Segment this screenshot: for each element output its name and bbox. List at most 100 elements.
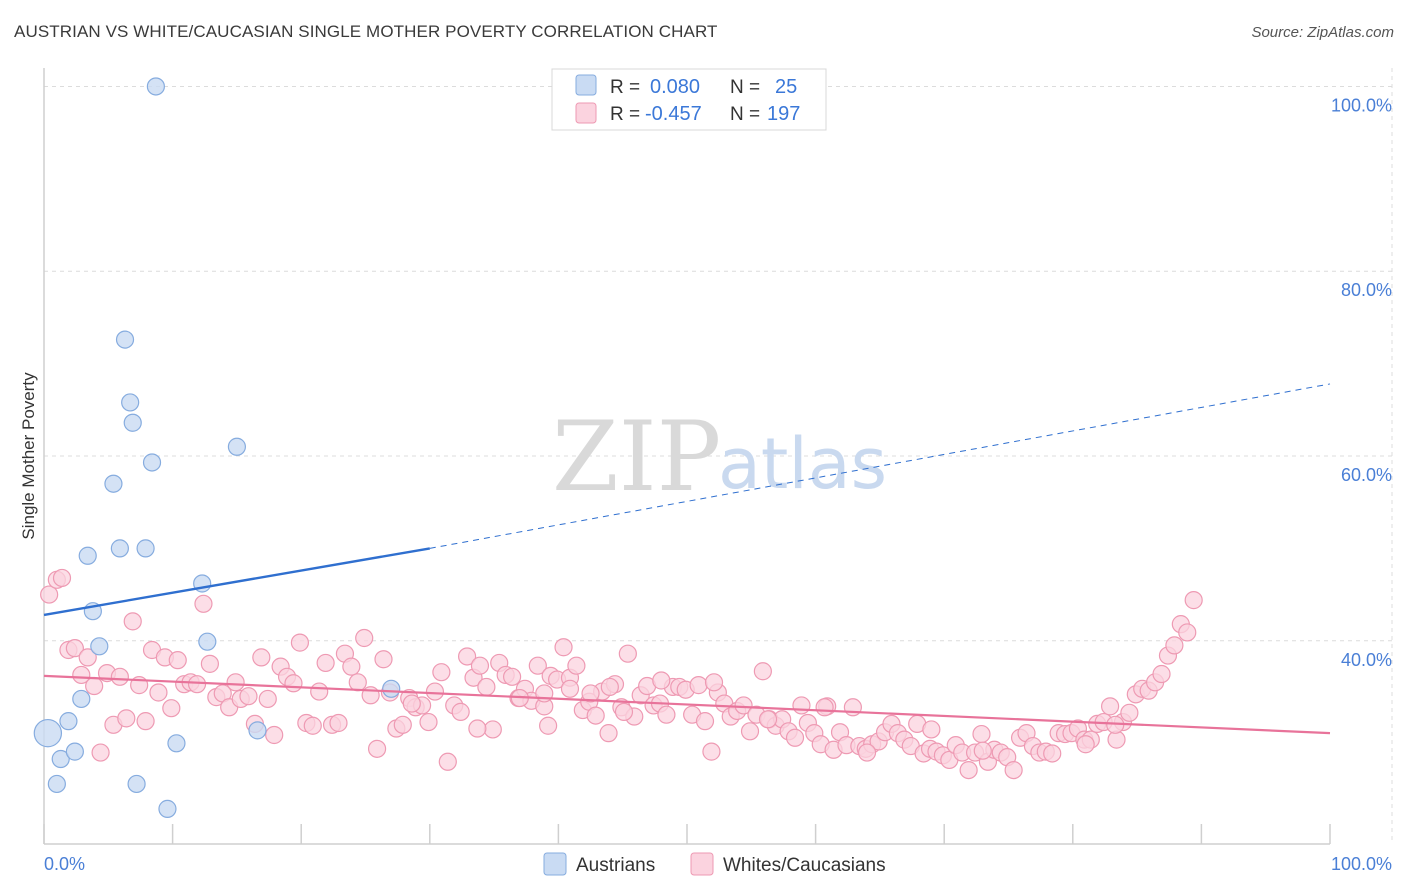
legend-swatch-whites bbox=[575, 102, 597, 124]
data-point-whites bbox=[265, 725, 284, 745]
data-point-whites bbox=[367, 739, 387, 758]
data-point-whites bbox=[65, 639, 84, 658]
data-point-whites bbox=[1004, 760, 1023, 780]
data-point-whites bbox=[310, 682, 329, 701]
data-point-whites bbox=[329, 713, 348, 733]
y-axis-label: Single Mother Poverty bbox=[19, 372, 38, 540]
data-point-whites bbox=[528, 656, 547, 675]
data-point-whites bbox=[503, 667, 522, 686]
data-point-whites bbox=[600, 677, 619, 697]
data-point-whites bbox=[194, 594, 213, 613]
data-point-whites bbox=[554, 638, 573, 657]
data-point-austrians bbox=[78, 546, 97, 565]
data-point-austrians bbox=[33, 718, 63, 748]
data-point-whites bbox=[72, 665, 91, 685]
trendline-austrians-extension bbox=[429, 383, 1331, 549]
data-point-whites bbox=[614, 702, 634, 721]
data-point-whites bbox=[567, 656, 586, 675]
data-point-austrians bbox=[146, 77, 165, 96]
data-point-whites bbox=[402, 694, 421, 713]
data-point-whites bbox=[393, 715, 412, 734]
data-point-whites bbox=[52, 568, 72, 588]
data-point-austrians bbox=[123, 413, 142, 432]
legend-r-value: 0.080 bbox=[650, 76, 700, 98]
whites-caucasians-points bbox=[40, 568, 1203, 780]
x-tick-label: 0.0% bbox=[44, 854, 85, 874]
data-point-whites bbox=[348, 673, 367, 692]
legend-r-label: R = bbox=[610, 77, 640, 98]
data-point-whites bbox=[695, 712, 715, 731]
data-point-whites bbox=[1178, 623, 1197, 642]
data-point-whites bbox=[355, 628, 374, 648]
watermark-atlas: atlas bbox=[718, 423, 887, 505]
y-tick-label: 80.0% bbox=[1341, 280, 1392, 300]
data-point-whites bbox=[1043, 744, 1062, 763]
data-point-whites bbox=[451, 702, 470, 721]
data-point-whites bbox=[922, 720, 941, 739]
legend-swatch-austrians bbox=[575, 74, 597, 96]
data-point-whites bbox=[162, 699, 181, 718]
data-point-austrians bbox=[127, 774, 146, 794]
data-point-whites bbox=[136, 712, 155, 731]
data-point-austrians bbox=[65, 742, 84, 761]
data-point-whites bbox=[91, 743, 110, 762]
chart-title: AUSTRIAN VS WHITE/CAUCASIAN SINGLE MOTHE… bbox=[14, 22, 718, 41]
data-point-whites bbox=[117, 709, 136, 728]
legend-swatch-austrians bbox=[543, 852, 567, 876]
data-point-whites bbox=[560, 679, 580, 698]
source-label: Source: ZipAtlas.com bbox=[1251, 24, 1394, 41]
data-point-austrians bbox=[248, 721, 267, 740]
y-tick-labels: 40.0% 60.0% 80.0% 100.0% bbox=[1331, 95, 1392, 669]
data-point-whites bbox=[477, 677, 496, 697]
data-point-whites bbox=[425, 682, 445, 701]
data-point-whites bbox=[374, 650, 393, 669]
watermark-zip: ZIP bbox=[552, 401, 721, 513]
data-point-whites bbox=[239, 687, 258, 706]
data-point-whites bbox=[438, 752, 457, 771]
data-point-austrians bbox=[115, 330, 135, 349]
data-point-whites bbox=[1152, 664, 1171, 684]
data-point-whites bbox=[316, 653, 335, 673]
austrians-points bbox=[33, 77, 401, 818]
legend-n-label: N = bbox=[730, 77, 760, 98]
legend-label-austrians: Austrians bbox=[576, 855, 655, 876]
data-point-austrians bbox=[227, 437, 246, 456]
data-point-whites bbox=[857, 743, 877, 762]
data-point-whites bbox=[973, 741, 992, 760]
data-point-whites bbox=[740, 722, 760, 741]
data-point-whites bbox=[586, 706, 605, 725]
data-point-whites bbox=[581, 684, 600, 703]
data-point-whites bbox=[792, 696, 811, 715]
data-point-whites bbox=[468, 719, 487, 738]
data-point-whites bbox=[483, 720, 502, 739]
trendline-austrians bbox=[43, 547, 431, 617]
data-point-austrians bbox=[158, 799, 177, 818]
correlation-legend: R = 0.080 N = 25 R = -0.457 N = 197 bbox=[551, 68, 827, 131]
data-point-whites bbox=[785, 728, 805, 747]
legend-label-whites: Whites/Caucasians bbox=[723, 855, 886, 876]
data-point-whites bbox=[1184, 591, 1203, 610]
data-point-austrians bbox=[167, 734, 186, 753]
data-point-whites bbox=[702, 742, 721, 761]
data-point-whites bbox=[123, 612, 142, 631]
series-legend: Austrians Whites/Caucasians bbox=[543, 852, 886, 876]
data-point-whites bbox=[758, 710, 778, 729]
x-tick-label: 100.0% bbox=[1331, 854, 1392, 874]
data-point-whites bbox=[652, 671, 671, 690]
data-point-whites bbox=[1076, 735, 1095, 754]
data-point-whites bbox=[1120, 703, 1139, 722]
data-point-whites bbox=[290, 633, 310, 652]
data-point-whites bbox=[1100, 697, 1120, 716]
trendline-whites bbox=[43, 674, 1331, 735]
data-point-austrians bbox=[90, 637, 109, 656]
data-point-whites bbox=[959, 760, 978, 780]
legend-r-value: -0.457 bbox=[645, 103, 702, 125]
trend-lines bbox=[43, 383, 1331, 735]
data-point-whites bbox=[78, 648, 97, 667]
data-point-whites bbox=[258, 689, 277, 709]
data-point-whites bbox=[40, 585, 59, 604]
legend-swatch-whites bbox=[690, 852, 714, 876]
legend-n-value: 197 bbox=[767, 103, 800, 125]
y-tick-label: 60.0% bbox=[1341, 465, 1392, 485]
legend-frame bbox=[551, 68, 827, 131]
